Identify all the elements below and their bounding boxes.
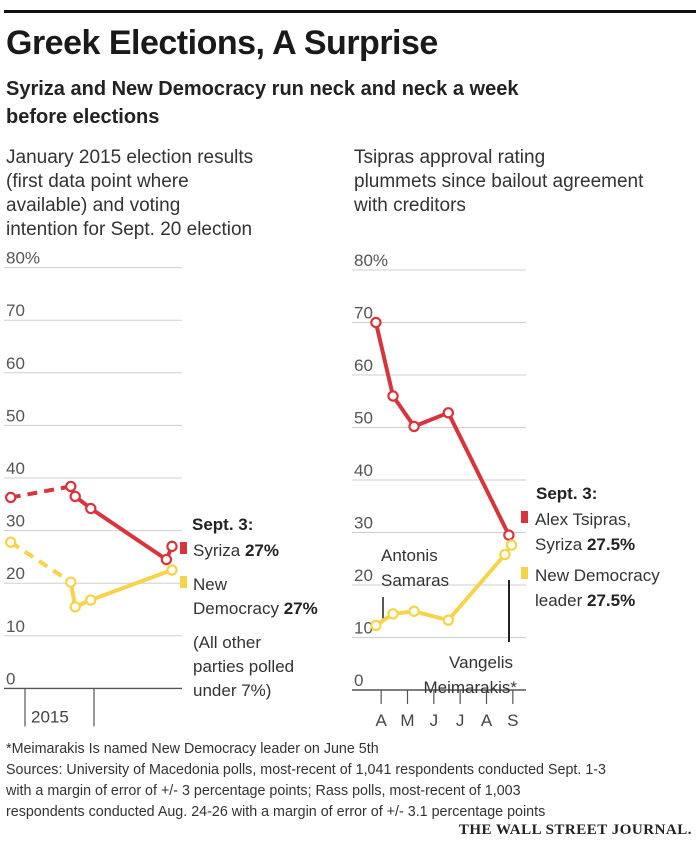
footnote-meimarakis: *Meimarakis Is named New Democracy leade… xyxy=(6,741,379,757)
left-heading-line-3: available) and voting xyxy=(6,195,181,216)
right-tsipras-point-2 xyxy=(408,420,420,433)
right-ytick-label-30: 30 xyxy=(354,514,373,533)
left-heading-line-1: January 2015 election results xyxy=(6,147,254,168)
left-ytick-label-20: 20 xyxy=(6,564,25,583)
right-xtick-label-5: S xyxy=(507,711,518,730)
right-samaras-label-line-2: Samaras xyxy=(381,571,449,590)
left-syriza-dashed-line xyxy=(10,484,72,500)
right-ytick-label-10: 10 xyxy=(354,619,373,638)
footnote-sources-3: respondents conducted Aug. 24-26 with a … xyxy=(6,804,546,820)
top-rule xyxy=(4,10,696,13)
left-new-democracy-point-2 xyxy=(69,601,81,613)
right-chart-heading: Tsipras approval rating plummets since b… xyxy=(354,146,643,218)
right-date-label: Sept. 3: xyxy=(536,484,597,503)
left-heading-line-2: (first data point where xyxy=(6,171,189,192)
left-note-line-1: (All other xyxy=(193,633,261,652)
right-tsipras-legend-swatch xyxy=(521,511,528,523)
right-tsipras-label-line-2: Syriza 27.5% xyxy=(535,535,635,554)
right-heading-line-2: plummets since bailout agreement xyxy=(354,171,644,192)
left-note-line-3: under 7%) xyxy=(193,681,271,700)
left-heading-line-4: intention for Sept. 20 election xyxy=(6,219,253,240)
right-samaras-label-line-1: Antonis xyxy=(381,546,438,565)
left-syriza-point-2 xyxy=(69,490,81,503)
left-nd-legend-swatch xyxy=(180,576,187,588)
right-ytick-label-50: 50 xyxy=(354,409,373,428)
left-ytick-label-60: 60 xyxy=(6,354,25,373)
right-ytick-label-60: 60 xyxy=(354,356,373,375)
left-syriza-point-1 xyxy=(65,480,77,493)
left-new-democracy-dashed-line xyxy=(9,540,72,584)
left-new-democracy-line xyxy=(68,568,173,609)
right-ytick-label-0: 0 xyxy=(354,671,363,690)
left-syriza-line xyxy=(68,485,174,562)
right-tsipras-point-4 xyxy=(503,529,515,541)
right-xtick-label-0: A xyxy=(375,711,387,730)
left-ytick-label-70: 70 xyxy=(6,301,25,320)
right-tsipras-point-0 xyxy=(370,316,382,329)
right-meimarakis-label-line-2: Meimarakis* xyxy=(423,678,517,697)
left-syriza-point-0 xyxy=(4,491,17,504)
left-nd-label-line-2: Democracy 27% xyxy=(193,599,318,618)
left-ytick-label-40: 40 xyxy=(6,459,25,478)
left-chart-heading: January 2015 election results (first dat… xyxy=(6,146,253,242)
left-chart: 0 10 20 30 40 50 60 70 80% 2015 Sept. 3: Syriza 27%… xyxy=(4,249,318,727)
left-ytick-label-10: 10 xyxy=(6,617,25,636)
left-new-democracy-point-1 xyxy=(65,576,77,588)
left-note-line-2: parties polled xyxy=(193,657,294,676)
chart-title: Greek Elections, A Surprise xyxy=(6,24,438,62)
right-nd-label-line-1: New Democracy xyxy=(535,566,660,585)
right-ytick-label-20: 20 xyxy=(354,566,373,585)
left-syriza-point-5 xyxy=(166,540,178,553)
right-tsipras-point-1 xyxy=(387,390,399,402)
subtitle-line-1: Syriza and New Democracy run neck and ne… xyxy=(6,78,519,100)
left-syriza-legend-swatch xyxy=(180,542,187,554)
right-nd-leader-point-2 xyxy=(408,605,420,617)
right-xtick-label-3: J xyxy=(456,711,465,730)
right-xtick-label-2: J xyxy=(430,711,439,730)
left-new-democracy-point-0 xyxy=(4,536,17,548)
right-ytick-label-80: 80% xyxy=(354,251,388,270)
right-nd-leader-point-4 xyxy=(499,548,511,561)
left-syriza-point-3 xyxy=(85,502,97,515)
right-tsipras-label-line-1: Alex Tsipras, xyxy=(535,510,631,529)
left-new-democracy-point-4 xyxy=(166,564,178,576)
publisher-logo: THE WALL STREET JOURNAL. xyxy=(458,822,692,838)
right-meimarakis-label-line-1: Vangelis xyxy=(449,653,513,672)
left-ytick-label-0: 0 xyxy=(6,669,15,688)
left-syriza-point-4 xyxy=(160,553,173,566)
right-nd-leader-point-5 xyxy=(505,539,518,551)
left-date-label: Sept. 3: xyxy=(192,515,253,534)
left-new-democracy-point-3 xyxy=(85,594,97,606)
right-nd-leader-point-3 xyxy=(442,614,455,626)
footnote-sources-2: with a margin of error of +/- 3 percenta… xyxy=(6,783,521,799)
left-xtick-label-2015: 2015 xyxy=(31,707,69,726)
right-tsipras-line xyxy=(373,322,511,536)
right-nd-leader-point-0 xyxy=(370,619,382,632)
right-xtick-label-4: A xyxy=(481,711,493,730)
footnote-sources-1: Sources: University of Macedonia polls, … xyxy=(6,762,607,778)
right-nd-leader-point-1 xyxy=(387,608,399,620)
left-ytick-label-30: 30 xyxy=(6,512,25,531)
right-tsipras-point-3 xyxy=(442,407,455,419)
left-nd-label-line-1: New xyxy=(193,575,228,594)
right-ytick-label-40: 40 xyxy=(354,461,373,480)
right-nd-legend-swatch xyxy=(521,567,528,579)
right-nd-label-line-2: leader 27.5% xyxy=(535,591,635,610)
left-ytick-label-80: 80% xyxy=(6,249,40,268)
right-ytick-label-70: 70 xyxy=(354,304,373,323)
right-heading-line-3: with creditors xyxy=(354,195,466,216)
right-xtick-label-1: M xyxy=(400,711,414,730)
right-heading-line-1: Tsipras approval rating xyxy=(354,147,546,168)
left-syriza-label: Syriza 27% xyxy=(193,541,279,560)
left-ytick-label-50: 50 xyxy=(6,406,25,425)
subtitle-line-2: before elections xyxy=(6,106,160,128)
